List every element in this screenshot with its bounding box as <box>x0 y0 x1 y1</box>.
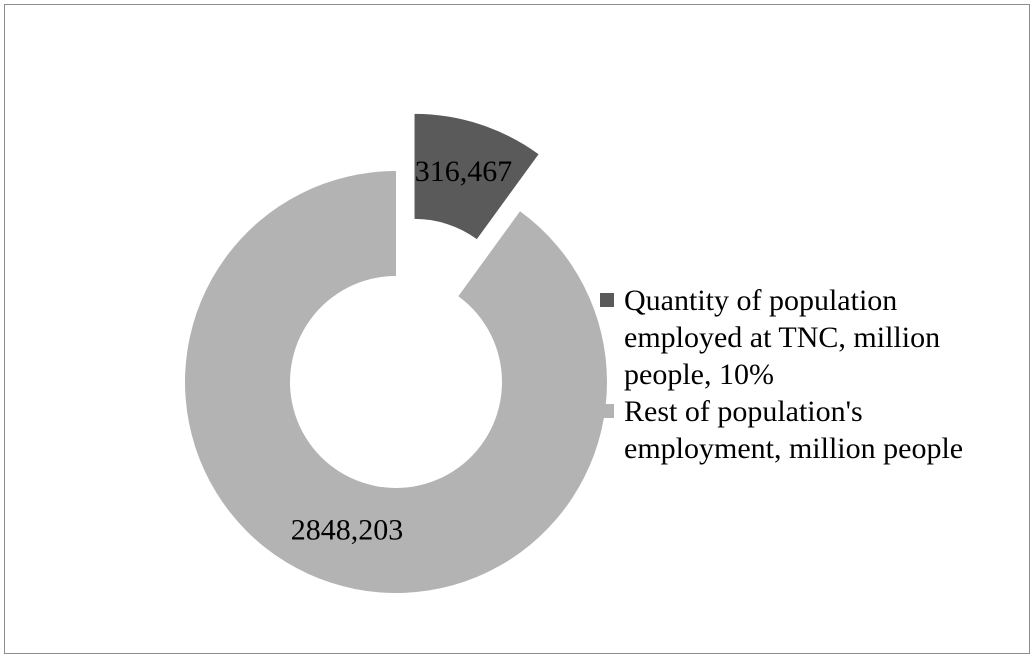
legend-swatch-rest <box>600 404 614 418</box>
legend-label-rest: Rest of population's employment, million… <box>624 395 964 465</box>
data-label-rest: 2848,203 <box>291 514 404 547</box>
legend-swatch-tnc <box>600 293 614 307</box>
legend-item-rest: Rest of population's employment, million… <box>598 393 1018 467</box>
slice-tnc <box>414 113 539 240</box>
slices-group <box>185 113 608 594</box>
legend-label-tnc: Quantity of population employed at TNC, … <box>624 284 941 391</box>
legend-item-tnc: Quantity of population employed at TNC, … <box>598 282 1018 393</box>
data-labels-group: 316,467 2848,203 <box>291 155 512 547</box>
legend: Quantity of population employed at TNC, … <box>598 282 1018 467</box>
slice-rest <box>185 171 608 594</box>
data-label-tnc: 316,467 <box>415 155 513 188</box>
